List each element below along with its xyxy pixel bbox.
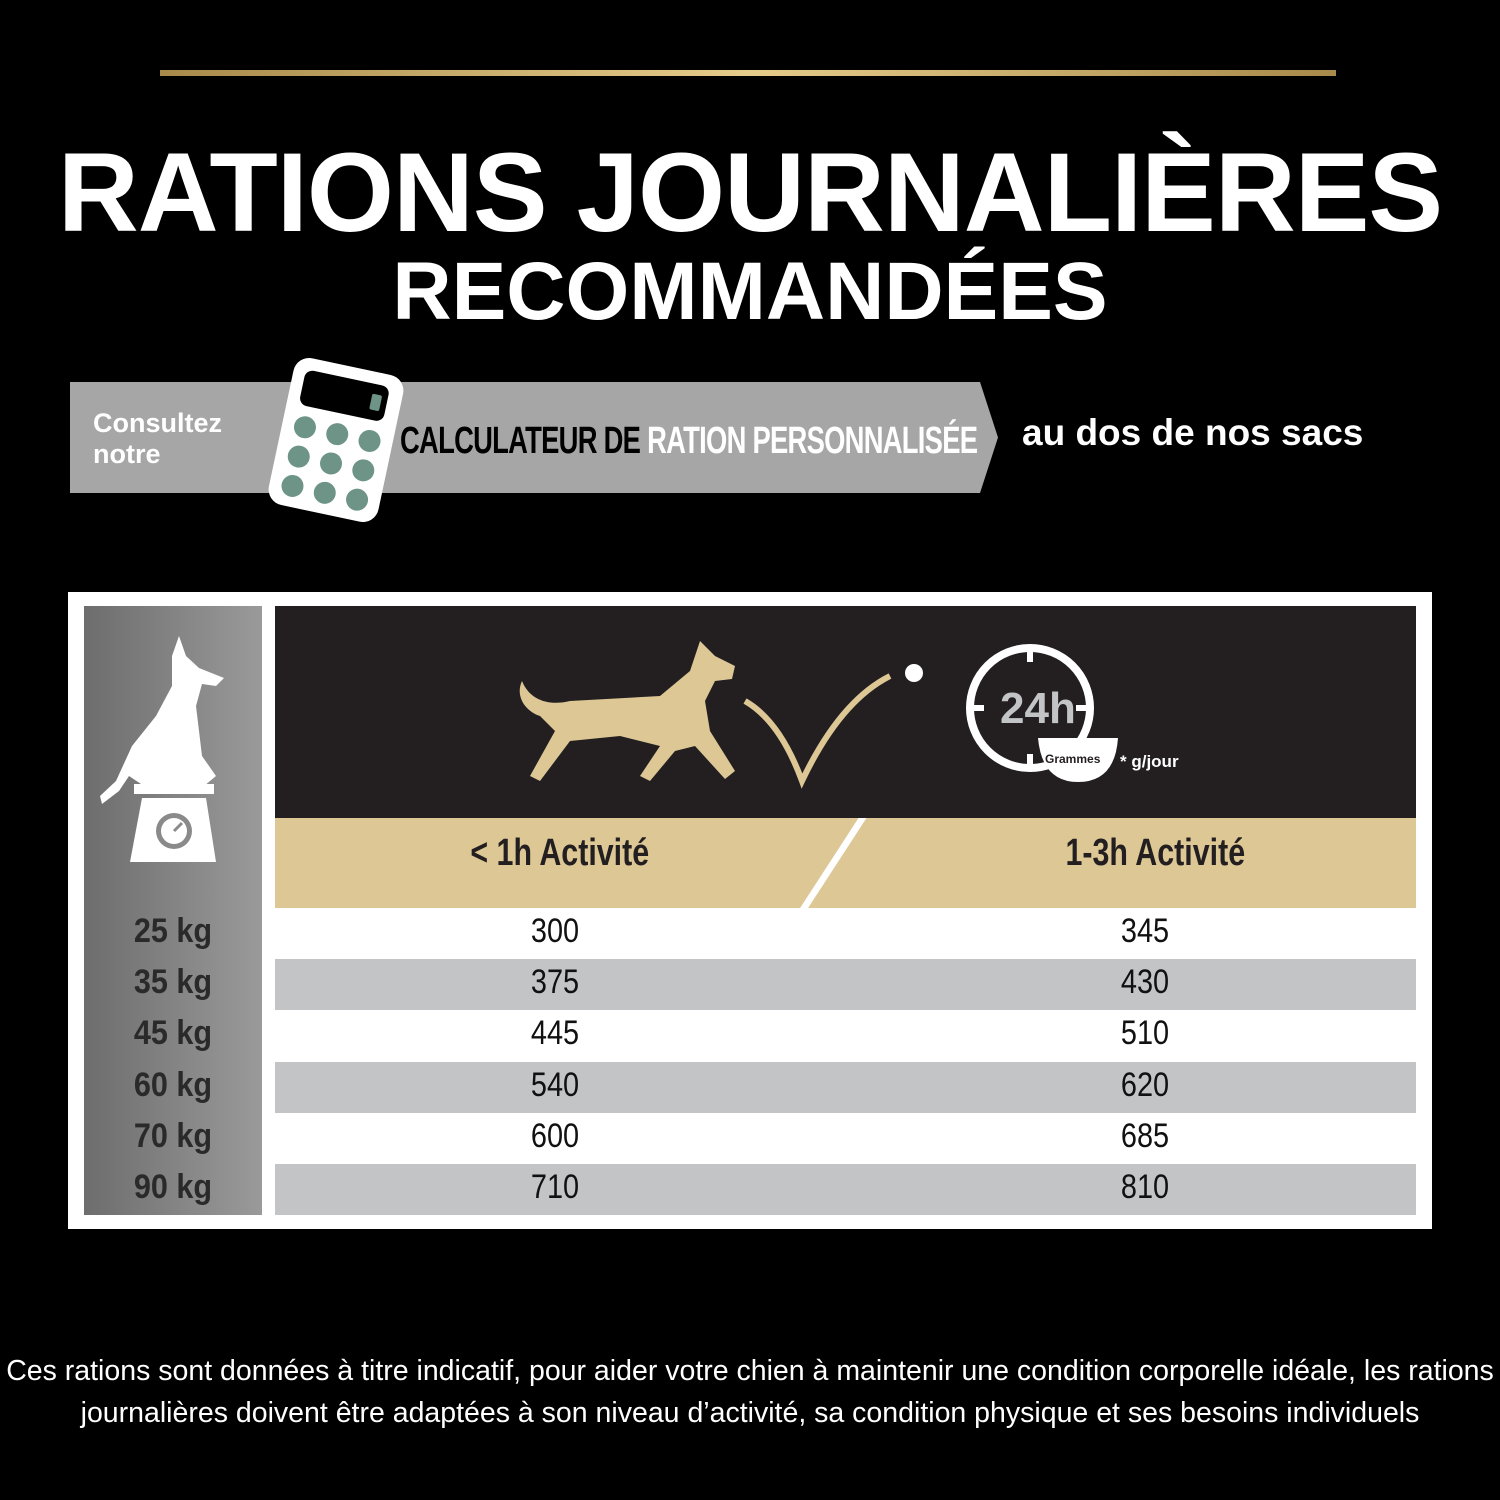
weight-label: 35 kg [133, 963, 213, 1002]
ration-low-activity: 600 [530, 1116, 580, 1155]
table-row: 540 620 [275, 1061, 1416, 1113]
calculator-banner [70, 382, 998, 493]
clock-24h-icon [966, 644, 1118, 782]
ration-high-activity: 685 [1120, 1116, 1170, 1155]
ration-high-activity: 810 [1120, 1168, 1170, 1206]
table-header-illustration: 24h Grammes [275, 606, 1416, 818]
feeding-table: 24h Grammes < 1h Activité 1-3h Activité … [68, 592, 1432, 1229]
table-row: 375 430 [275, 959, 1416, 1011]
ration-high-activity: 430 [1120, 963, 1170, 1002]
ration-low-activity: 375 [530, 963, 580, 1002]
activity-header [275, 818, 1416, 908]
dog-on-scale-icon [100, 636, 224, 862]
calculator-icon [265, 354, 407, 526]
page-subtitle: RECOMMANDÉES [392, 246, 1108, 337]
ration-low-activity: 300 [530, 912, 580, 950]
table-row: 300 345 [275, 908, 1416, 959]
weight-label: 45 kg [133, 1014, 213, 1053]
ration-low-activity: 540 [530, 1065, 580, 1104]
ration-high-activity: 620 [1120, 1065, 1170, 1104]
unit-label: * g/jour [1120, 752, 1179, 771]
ration-low-activity: 445 [530, 1014, 580, 1053]
weight-label: 90 kg [133, 1168, 213, 1206]
footnote: Ces rations sont données à titre indicat… [6, 1355, 1494, 1429]
ration-low-activity: 710 [530, 1168, 580, 1206]
table-row: 445 510 [275, 1010, 1416, 1061]
gold-divider [160, 70, 1336, 76]
ration-high-activity: 510 [1120, 1014, 1170, 1053]
banner-calculator-title: CALCULATEUR DE RATION PERSONNALISÉE [400, 420, 978, 462]
running-dog-icon [519, 641, 923, 789]
weight-label: 70 kg [133, 1116, 213, 1155]
column-header-high-activity: 1-3h Activité [1065, 832, 1246, 874]
column-header-low-activity: < 1h Activité [470, 832, 650, 874]
weight-label: 60 kg [133, 1065, 213, 1104]
ration-high-activity: 345 [1120, 912, 1170, 950]
weight-column [84, 606, 262, 1215]
clock-label: 24h [1000, 684, 1076, 733]
table-row: 600 685 [275, 1113, 1416, 1164]
page-title: RATIONS JOURNALIÈRES [57, 130, 1443, 255]
weight-label: 25 kg [133, 912, 213, 950]
table-row: 710 810 [275, 1164, 1416, 1215]
bowl-label: Grammes [1045, 752, 1101, 766]
banner-consult-text: Consultez notre [93, 408, 223, 469]
banner-after-text: au dos de nos sacs [1022, 412, 1364, 453]
